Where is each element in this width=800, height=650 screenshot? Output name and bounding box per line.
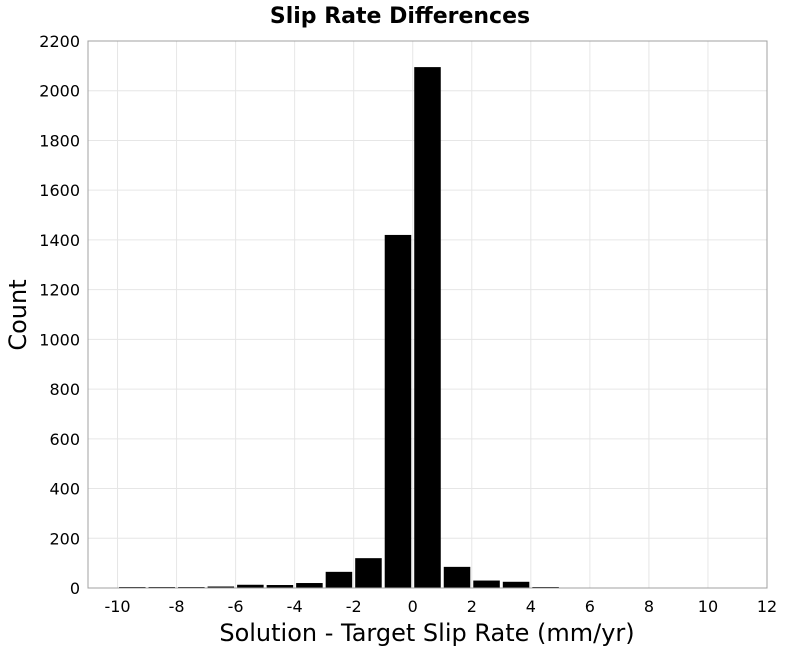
histogram-bar [502,581,530,588]
chart-title: Slip Rate Differences [270,4,530,29]
y-tick-label: 800 [49,380,80,399]
x-tick-labels: -10 -8 -6 -4 -2 0 2 4 6 8 10 12 [104,597,777,616]
x-tick-label: -2 [346,597,362,616]
x-tick-label: 4 [526,597,536,616]
histogram-bar [266,585,294,588]
x-tick-label: 0 [408,597,418,616]
y-tick-label: 1600 [39,181,80,200]
x-tick-label: -10 [104,597,130,616]
histogram-bar [384,234,412,588]
histogram-bar [473,580,500,588]
plot-frame [87,40,768,589]
y-tick-label: 1000 [39,330,80,349]
bars [119,67,559,589]
y-tick-labels: 0 200 400 600 800 1000 1200 1400 1600 1800 2000 220… [39,32,80,598]
histogram-bar [325,571,353,588]
x-tick-label: 10 [698,597,718,616]
histogram-bar [414,67,441,589]
x-tick-label: 6 [585,597,595,616]
y-axis-label: Count [4,279,32,350]
x-tick-label: -6 [228,597,244,616]
y-tick-label: 600 [49,430,80,449]
y-tick-label: 1200 [39,281,80,300]
x-axis-label: Solution - Target Slip Rate (mm/yr) [219,619,634,647]
x-tick-label: -8 [169,597,185,616]
histogram-bar [355,558,382,588]
histogram-bar [237,584,264,588]
y-tick-label: 1400 [39,231,80,250]
x-tick-label: 2 [467,597,477,616]
histogram-bar [296,583,323,588]
y-tick-label: 400 [49,480,80,499]
y-tick-label: 1800 [39,131,80,150]
y-tick-label: 0 [70,579,80,598]
histogram-bar [207,586,235,588]
y-tick-label: 2000 [39,82,80,101]
y-tick-label: 200 [49,529,80,548]
y-tick-label: 2200 [39,32,80,51]
x-tick-label: -4 [287,597,303,616]
x-tick-label: 12 [757,597,777,616]
x-tick-label: 8 [644,597,654,616]
histogram-bar [443,566,471,588]
